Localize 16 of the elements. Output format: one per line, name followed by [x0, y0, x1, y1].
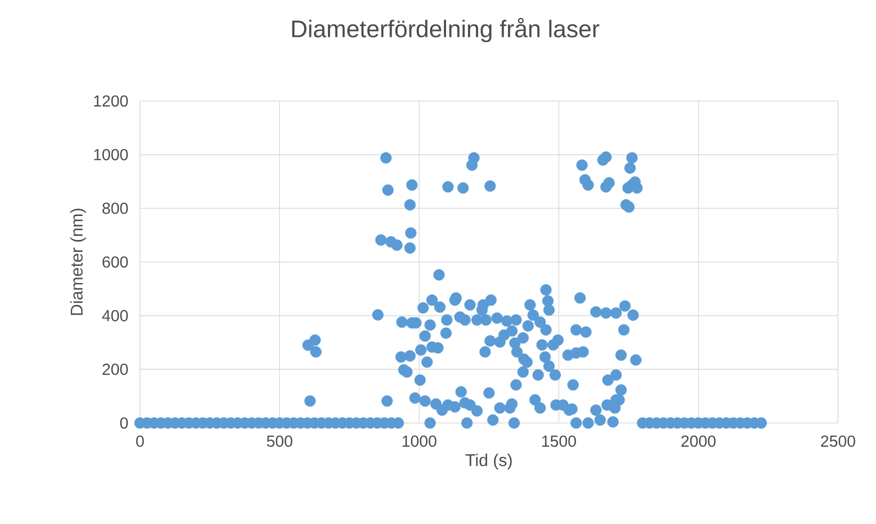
y-tick-label: 1200: [94, 95, 128, 107]
y-tick-label: 400: [102, 310, 128, 322]
x-tick-label: 2500: [821, 436, 856, 447]
y-tick-label: 600: [102, 256, 128, 268]
y-axis-title: Diameter (nm): [70, 208, 86, 315]
x-tick-label: 1000: [402, 436, 436, 447]
y-tick-label: 0: [120, 417, 128, 429]
x-tick-label: 500: [266, 436, 292, 447]
x-tick-label: 0: [136, 436, 144, 447]
x-tick-label: 2000: [681, 436, 716, 447]
x-tick-label: 1500: [542, 436, 576, 447]
y-tick-label: 200: [102, 364, 128, 375]
x-axis-title: Tid (s): [466, 454, 512, 470]
y-tick-label: 1000: [94, 149, 128, 160]
chart-title: Diameterfördelning från laser: [292, 18, 600, 42]
y-tick-label: 800: [102, 202, 128, 214]
